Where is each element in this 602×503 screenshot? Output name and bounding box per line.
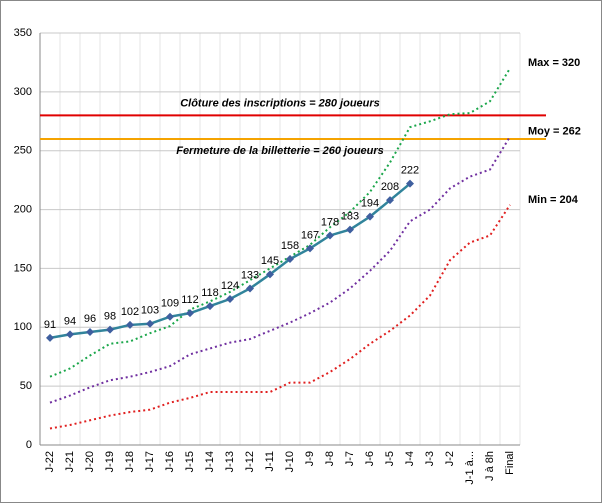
- data-label: 183: [341, 210, 359, 222]
- x-tick-label: J-7: [344, 451, 356, 466]
- marker: [206, 302, 214, 311]
- end-label: Moy = 262: [528, 125, 581, 137]
- marker: [86, 327, 94, 336]
- x-tick-label: J-5: [384, 451, 396, 466]
- x-tick-label: J-1 à...: [464, 451, 476, 485]
- x-tick-label: J-17: [144, 451, 156, 472]
- data-label: 178: [321, 216, 339, 228]
- y-tick-label: 300: [14, 86, 32, 98]
- series-line: [49, 204, 511, 430]
- x-tick-label: J-2: [444, 451, 456, 466]
- x-tick-label: J-12: [244, 451, 256, 472]
- series-line: [49, 136, 511, 404]
- marker: [106, 325, 114, 334]
- x-tick-label: J-3: [424, 451, 436, 466]
- reference-label: Clôture des inscriptions = 280 joueurs: [180, 97, 380, 109]
- x-tick-label: J-16: [164, 451, 176, 472]
- data-label: 96: [84, 313, 96, 325]
- y-tick-label: 0: [26, 439, 32, 451]
- y-tick-label: 350: [14, 27, 32, 39]
- data-label: 102: [121, 306, 139, 318]
- marker: [326, 231, 334, 240]
- marker: [266, 270, 274, 279]
- y-tick-label: 50: [20, 380, 32, 392]
- data-label: 133: [241, 269, 259, 281]
- marker: [306, 244, 314, 253]
- marker: [66, 330, 74, 339]
- y-tick-label: 150: [14, 262, 32, 274]
- x-tick-label: J-14: [204, 451, 216, 472]
- x-tick-label: J-6: [364, 451, 376, 466]
- data-label: 158: [281, 240, 299, 252]
- marker: [406, 179, 414, 188]
- end-label: Max = 320: [528, 57, 580, 69]
- marker: [386, 196, 394, 205]
- x-tick-label: J-18: [124, 451, 136, 472]
- data-label: 145: [261, 255, 279, 267]
- x-tick-label: J-19: [104, 451, 116, 472]
- data-label: 124: [221, 280, 239, 292]
- x-tick-label: J-13: [224, 451, 236, 472]
- marker: [126, 320, 134, 329]
- data-label: 208: [381, 181, 399, 193]
- y-tick-label: 200: [14, 203, 32, 215]
- x-tick-label: J à 8h: [484, 451, 496, 481]
- data-label: 98: [104, 311, 116, 323]
- data-label: 118: [201, 287, 219, 299]
- data-label: 91: [44, 319, 56, 331]
- marker: [366, 212, 374, 221]
- marker: [186, 309, 194, 318]
- data-label: 109: [161, 298, 179, 310]
- marker: [286, 255, 294, 264]
- y-tick-label: 100: [14, 321, 32, 333]
- data-label: 112: [181, 294, 199, 306]
- x-tick-label: J-10: [284, 451, 296, 472]
- data-label: 167: [301, 229, 319, 241]
- x-tick-label: Final: [504, 451, 516, 475]
- reference-label: Fermeture de la billetterie = 260 joueur…: [176, 145, 384, 157]
- x-tick-label: J-22: [44, 451, 56, 472]
- x-tick-label: J-8: [324, 451, 336, 466]
- marker: [146, 319, 154, 328]
- x-tick-label: J-4: [404, 451, 416, 466]
- end-label: Min = 204: [528, 194, 579, 206]
- marker: [346, 225, 354, 234]
- x-tick-label: J-9: [304, 451, 316, 466]
- x-tick-label: J-21: [64, 451, 76, 472]
- x-tick-label: J-20: [84, 451, 96, 472]
- data-label: 94: [64, 315, 76, 327]
- series-line: [49, 67, 511, 378]
- marker: [226, 295, 234, 304]
- marker: [46, 333, 54, 342]
- data-label: 194: [361, 198, 379, 210]
- y-tick-label: 250: [14, 145, 32, 157]
- x-tick-label: J-15: [184, 451, 196, 472]
- marker: [166, 312, 174, 321]
- marker: [246, 284, 254, 293]
- x-tick-label: J-11: [264, 451, 276, 472]
- data-label: 103: [141, 305, 159, 317]
- data-label: 222: [401, 165, 419, 177]
